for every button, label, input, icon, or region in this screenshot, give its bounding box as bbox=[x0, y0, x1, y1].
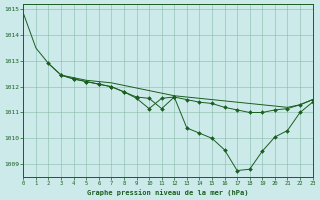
X-axis label: Graphe pression niveau de la mer (hPa): Graphe pression niveau de la mer (hPa) bbox=[87, 189, 249, 196]
